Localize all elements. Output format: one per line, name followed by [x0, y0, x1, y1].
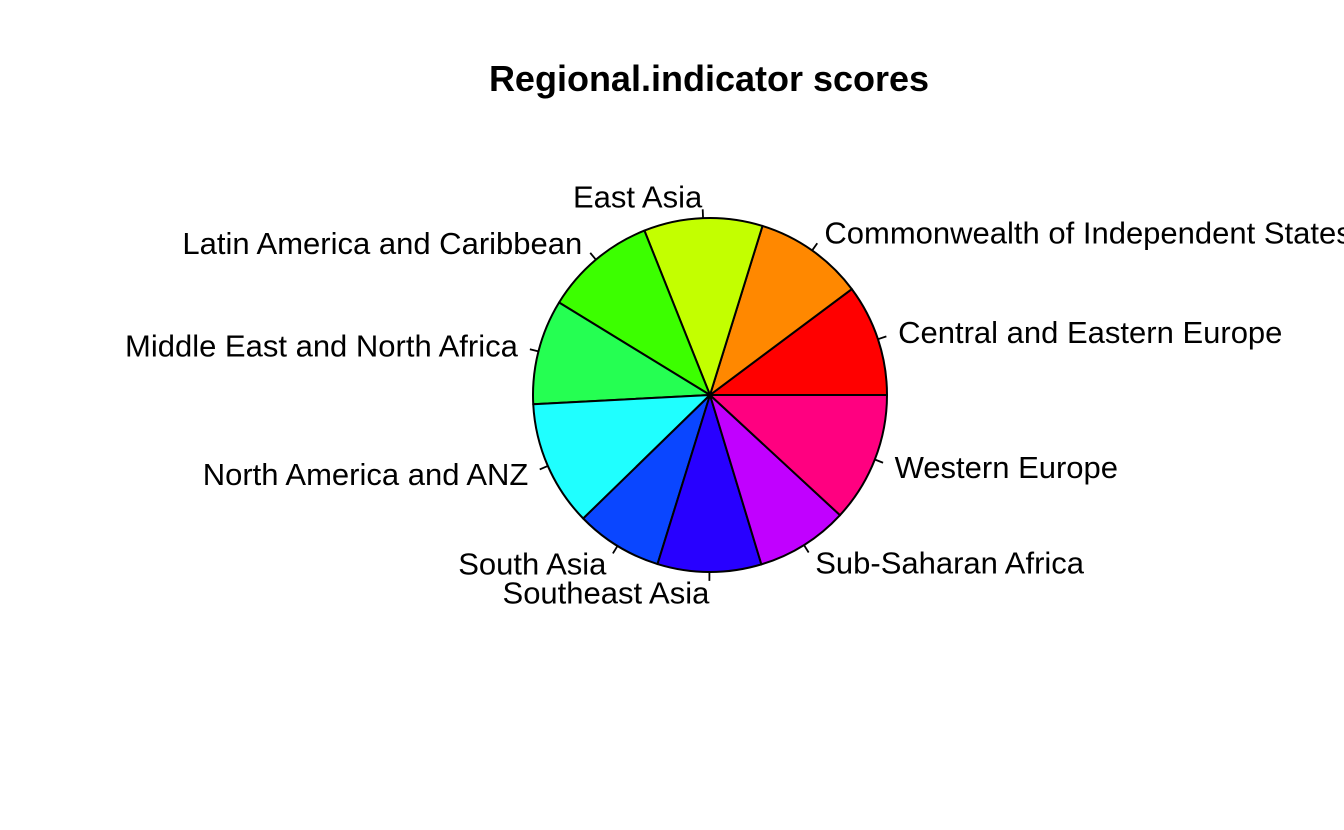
pie-label-north-america-and-anz: North America and ANZ — [203, 457, 529, 492]
pie-tick-commonwealth-of-independent-states — [811, 242, 818, 251]
pie-label-ticks — [529, 209, 887, 581]
pie-label-south-asia: South Asia — [458, 547, 607, 582]
chart-title: Regional.indicator scores — [489, 58, 929, 99]
pie-tick-latin-america-and-caribbean — [589, 252, 597, 261]
pie-slice-commonwealth-of-independent-states — [709, 224, 853, 396]
pie-tick-sub-saharan-africa — [803, 544, 810, 553]
pie-slice-latin-america-and-caribbean — [558, 229, 711, 396]
pie-label-western-europe: Western Europe — [895, 450, 1118, 485]
pie-label-southeast-asia: Southeast Asia — [503, 576, 711, 611]
pie-tick-western-europe — [874, 458, 884, 464]
pie-tick-middle-east-and-north-africa — [529, 348, 539, 353]
pie-label-east-asia: East Asia — [573, 179, 703, 214]
pie-slices — [532, 217, 888, 574]
pie-label-latin-america-and-caribbean: Latin America and Caribbean — [182, 226, 582, 261]
pie-labels: Central and Eastern Europe Commonwealth o… — [125, 179, 1344, 610]
pie-label-middle-east-and-north-africa: Middle East and North Africa — [125, 329, 519, 364]
pie-slice-sub-saharan-africa — [709, 394, 841, 566]
pie-label-commonwealth-of-independent-states: Commonwealth of Independent States — [824, 216, 1344, 251]
pie-slice-western-europe — [709, 394, 888, 517]
pie-slice-east-asia — [643, 217, 764, 396]
pie-tick-central-and-eastern-europe — [877, 335, 887, 341]
pie-tick-south-asia — [612, 545, 619, 554]
pie-slice-central-and-eastern-europe — [709, 288, 888, 396]
pie-label-central-and-eastern-europe: Central and Eastern Europe — [898, 315, 1282, 350]
pie-label-sub-saharan-africa: Sub-Saharan Africa — [815, 546, 1085, 581]
pie-tick-north-america-and-anz — [539, 465, 549, 471]
